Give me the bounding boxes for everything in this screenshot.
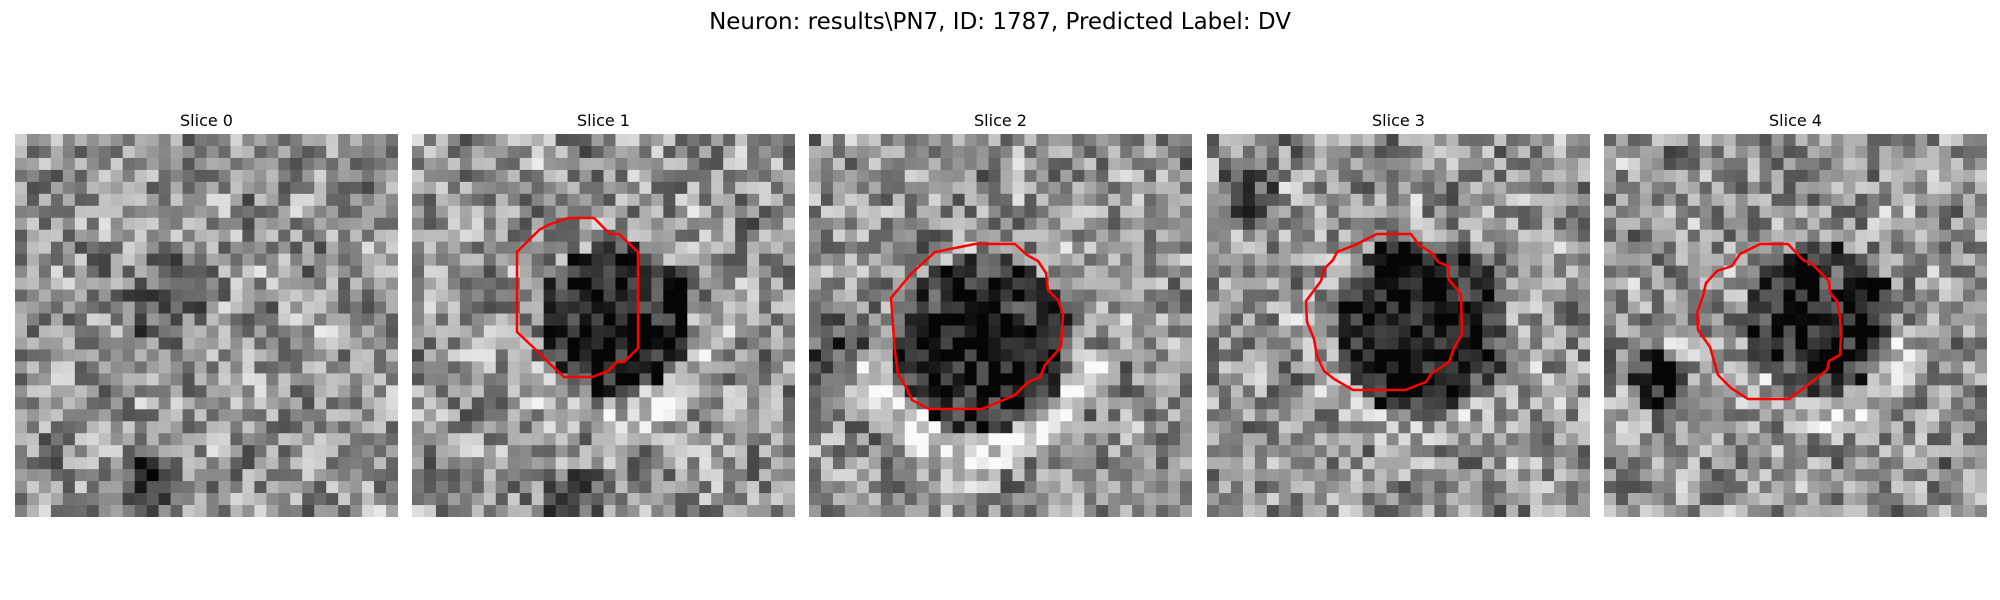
neuron-contour [515,216,640,379]
neuron-contour [1304,232,1464,392]
slice-image-2 [809,134,1192,517]
slice-title: Slice 4 [1769,111,1822,130]
slice-panel-4: Slice 4 [1604,108,1987,517]
pixel-grid [412,134,795,517]
slice-image-4 [1604,134,1987,517]
pixel-grid [1207,134,1590,517]
slice-title: Slice 2 [974,111,1027,130]
slice-title: Slice 3 [1372,111,1425,130]
slice-panel-0: Slice 0 [15,108,398,517]
pixel-grid [15,134,398,517]
slice-image-0 [15,134,398,517]
figure-title: Neuron: results\PN7, ID: 1787, Predicted… [709,9,1291,35]
slice-panel-1: Slice 1 [412,108,795,517]
neuron-contour [889,242,1065,411]
slice-title: Slice 0 [180,111,233,130]
pixel-grid [1604,134,1987,517]
slice-title: Slice 1 [577,111,630,130]
pixel-grid [809,134,1192,517]
slice-image-3 [1207,134,1590,517]
neuron-contour [1695,242,1843,401]
slice-panel-3: Slice 3 [1207,108,1590,517]
slice-panel-2: Slice 2 [809,108,1192,517]
slice-image-1 [412,134,795,517]
